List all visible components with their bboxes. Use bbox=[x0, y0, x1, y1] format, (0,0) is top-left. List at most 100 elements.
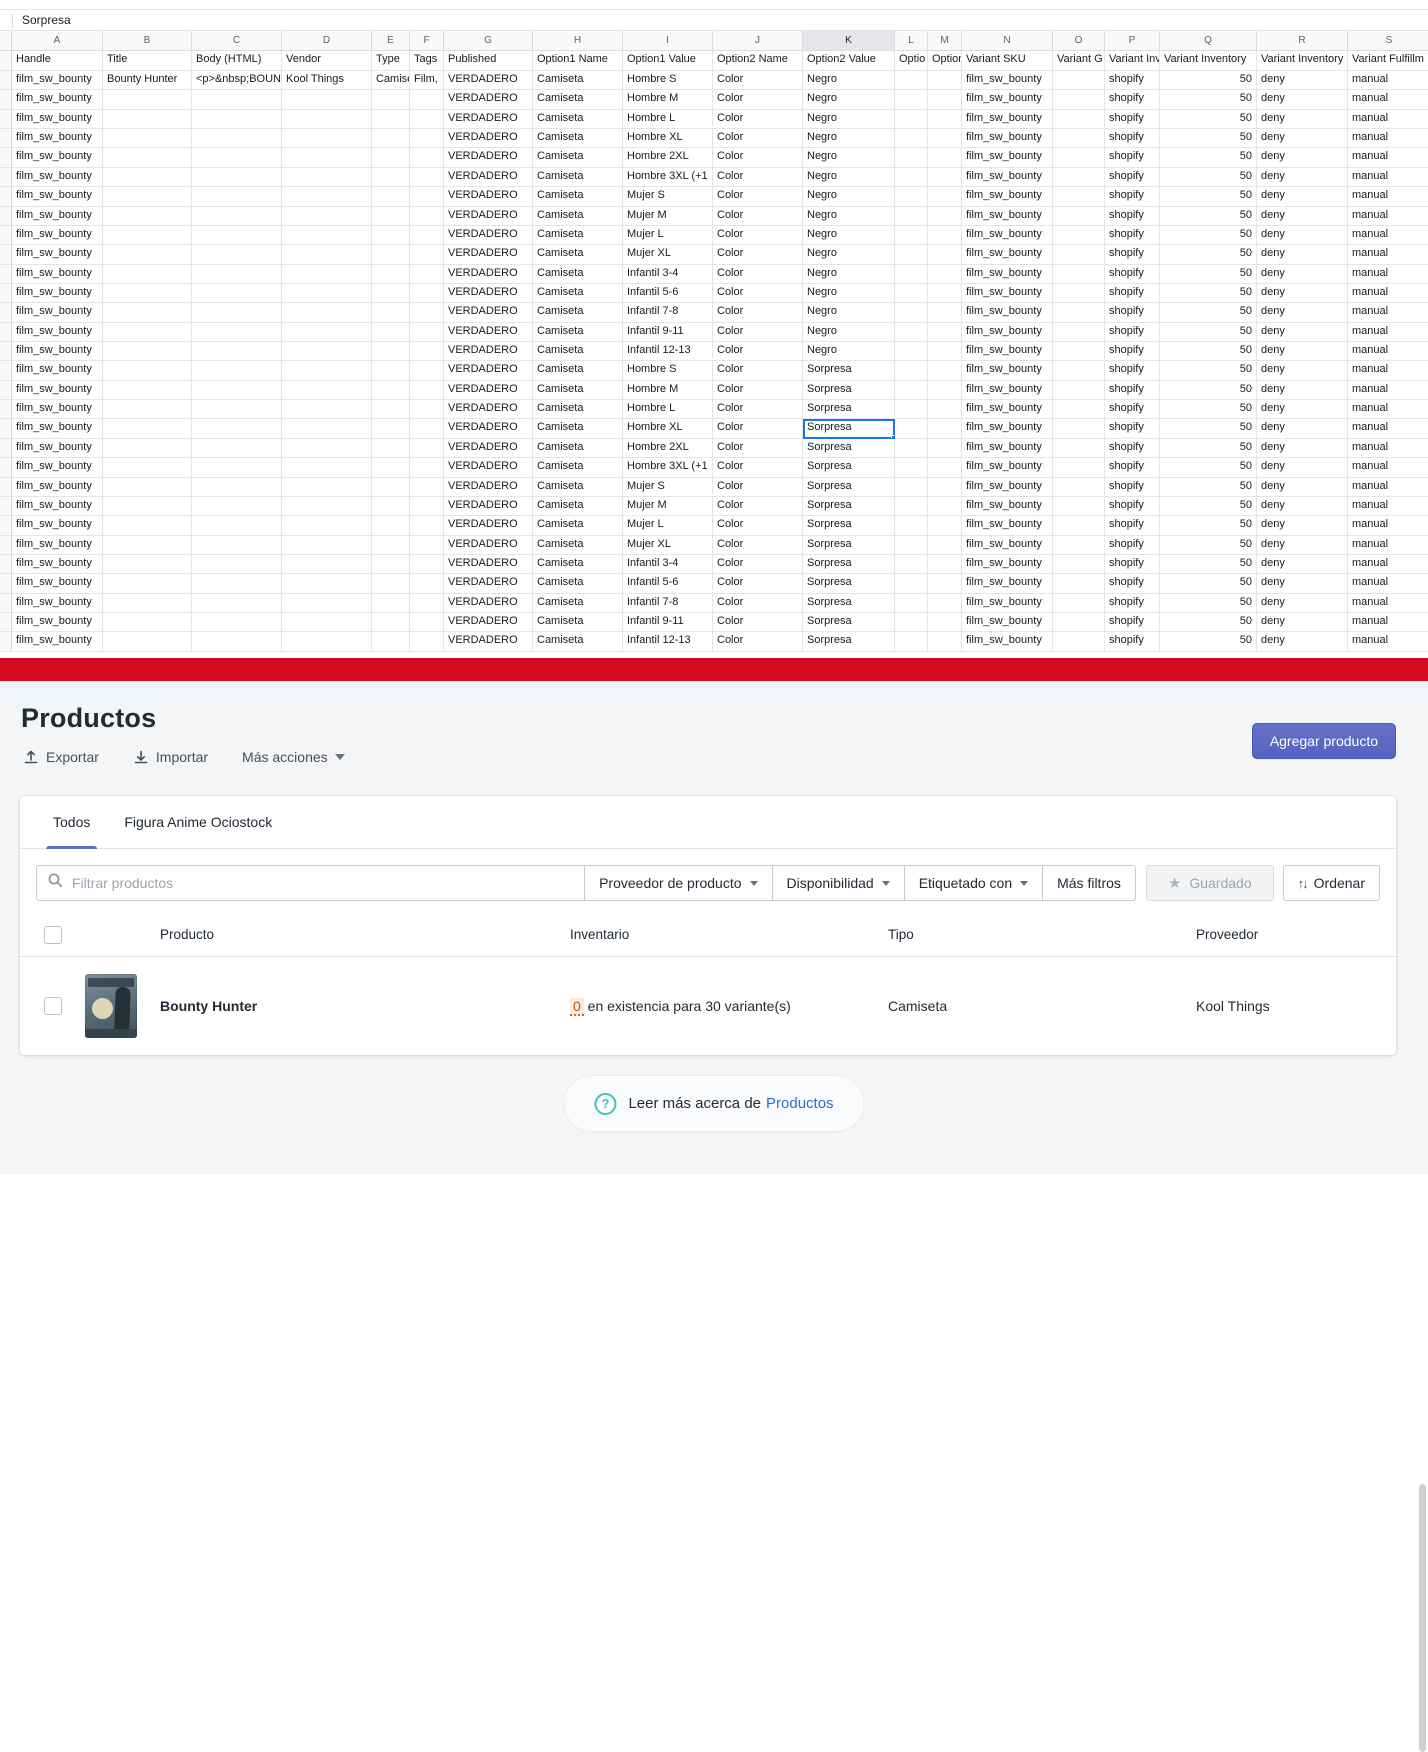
sheet-cell[interactable]: Camiseta bbox=[533, 438, 623, 459]
sheet-cell[interactable]: film_sw_bounty bbox=[12, 245, 103, 265]
sheet-cell[interactable]: 50 bbox=[1160, 129, 1257, 149]
sheet-cell[interactable]: Variant SKU bbox=[962, 51, 1053, 71]
sheet-cell[interactable] bbox=[1053, 167, 1105, 188]
add-product-button[interactable]: Agregar producto bbox=[1251, 723, 1396, 759]
sheet-cell[interactable] bbox=[410, 109, 444, 130]
sheet-cell[interactable] bbox=[282, 632, 372, 652]
sheet-cell[interactable] bbox=[1053, 535, 1105, 555]
sheet-cell[interactable]: 50 bbox=[1160, 167, 1257, 188]
sheet-cell[interactable]: Hombre 2XL bbox=[623, 438, 713, 459]
sheet-cell[interactable] bbox=[895, 361, 928, 381]
sheet-cell[interactable]: 50 bbox=[1160, 342, 1257, 362]
sheet-cell[interactable]: Negro bbox=[803, 206, 895, 226]
column-header-K[interactable]: K bbox=[803, 31, 895, 51]
sheet-cell[interactable]: deny bbox=[1257, 535, 1348, 555]
sheet-cell[interactable] bbox=[410, 613, 444, 633]
sheet-cell[interactable] bbox=[282, 419, 372, 439]
sheet-cell[interactable]: VERDADERO bbox=[444, 613, 533, 633]
sheet-cell[interactable] bbox=[282, 90, 372, 110]
tab-figura-anime-ociostock[interactable]: Figura Anime Ociostock bbox=[124, 814, 273, 830]
sheet-cell[interactable]: Color bbox=[713, 129, 803, 149]
sheet-cell[interactable]: Infantil 7-8 bbox=[623, 593, 713, 614]
sheet-cell[interactable] bbox=[282, 516, 372, 536]
sheet-cell[interactable] bbox=[928, 264, 962, 284]
sheet-cell[interactable]: deny bbox=[1257, 496, 1348, 517]
sheet-cell[interactable] bbox=[410, 419, 444, 439]
sheet-cell[interactable] bbox=[1053, 148, 1105, 168]
column-header-M[interactable]: M bbox=[928, 31, 962, 51]
sheet-cell[interactable]: film_sw_bounty bbox=[962, 90, 1053, 110]
sheet-cell[interactable] bbox=[372, 593, 410, 614]
sheet-cell[interactable]: film_sw_bounty bbox=[962, 342, 1053, 362]
sheet-cell[interactable]: Camiseta bbox=[372, 71, 410, 91]
column-header-C[interactable]: C bbox=[192, 31, 282, 51]
sheet-cell[interactable]: manual bbox=[1348, 458, 1428, 478]
sheet-cell[interactable]: Hombre 2XL bbox=[623, 148, 713, 168]
sheet-cell[interactable]: Vendor bbox=[282, 51, 372, 71]
sheet-cell[interactable]: VERDADERO bbox=[444, 148, 533, 168]
sheet-cell[interactable] bbox=[410, 574, 444, 594]
sheet-cell[interactable]: Option bbox=[928, 51, 962, 71]
product-thumbnail[interactable] bbox=[85, 974, 137, 1038]
sheet-cell[interactable] bbox=[1053, 593, 1105, 614]
sheet-cell[interactable]: 50 bbox=[1160, 496, 1257, 517]
sheet-cell[interactable] bbox=[282, 458, 372, 478]
sheet-cell[interactable]: 50 bbox=[1160, 187, 1257, 207]
sheet-cell[interactable] bbox=[928, 187, 962, 207]
sheet-cell[interactable] bbox=[895, 71, 928, 91]
sheet-cell[interactable]: Negro bbox=[803, 322, 895, 343]
sheet-cell[interactable] bbox=[103, 477, 192, 497]
sheet-cell[interactable] bbox=[103, 496, 192, 517]
sheet-cell[interactable]: Sorpresa bbox=[803, 574, 895, 594]
sheet-cell[interactable]: 50 bbox=[1160, 264, 1257, 284]
sheet-cell[interactable] bbox=[372, 342, 410, 362]
sheet-cell[interactable]: film_sw_bounty bbox=[962, 535, 1053, 555]
saved-button[interactable]: ★ Guardado bbox=[1145, 865, 1274, 901]
sheet-cell[interactable]: 50 bbox=[1160, 458, 1257, 478]
sheet-cell[interactable]: Negro bbox=[803, 90, 895, 110]
sheet-cell[interactable]: Infantil 9-11 bbox=[623, 322, 713, 343]
sheet-cell[interactable]: Color bbox=[713, 167, 803, 188]
sheet-cell[interactable] bbox=[410, 206, 444, 226]
sheet-cell[interactable] bbox=[103, 129, 192, 149]
sheet-cell[interactable]: manual bbox=[1348, 129, 1428, 149]
sheet-cell[interactable]: shopify bbox=[1105, 477, 1160, 497]
sheet-cell[interactable] bbox=[1053, 361, 1105, 381]
sheet-cell[interactable]: Camiseta bbox=[533, 574, 623, 594]
sheet-cell[interactable]: manual bbox=[1348, 187, 1428, 207]
sheet-cell[interactable]: shopify bbox=[1105, 264, 1160, 284]
sheet-cell[interactable] bbox=[192, 574, 282, 594]
sheet-cell[interactable] bbox=[895, 187, 928, 207]
sheet-cell[interactable] bbox=[103, 283, 192, 304]
sheet-cell[interactable]: Negro bbox=[803, 187, 895, 207]
sheet-cell[interactable] bbox=[282, 206, 372, 226]
sheet-cell[interactable]: film_sw_bounty bbox=[962, 129, 1053, 149]
sheet-cell[interactable]: Color bbox=[713, 593, 803, 614]
sheet-cell[interactable]: Color bbox=[713, 245, 803, 265]
sheet-cell[interactable] bbox=[192, 167, 282, 188]
sheet-cell[interactable]: Sorpresa bbox=[803, 554, 895, 575]
sheet-cell[interactable]: shopify bbox=[1105, 109, 1160, 130]
sheet-cell[interactable] bbox=[410, 554, 444, 575]
sheet-cell[interactable]: Camiseta bbox=[533, 458, 623, 478]
sheet-cell[interactable] bbox=[282, 535, 372, 555]
sheet-cell[interactable] bbox=[895, 264, 928, 284]
sheet-cell[interactable]: Handle bbox=[12, 51, 103, 71]
sheet-cell[interactable] bbox=[895, 109, 928, 130]
sheet-cell[interactable] bbox=[103, 574, 192, 594]
sheet-cell[interactable]: film_sw_bounty bbox=[962, 380, 1053, 401]
sheet-cell[interactable]: shopify bbox=[1105, 303, 1160, 323]
sheet-cell[interactable]: shopify bbox=[1105, 574, 1160, 594]
sheet-cell[interactable]: film_sw_bounty bbox=[962, 496, 1053, 517]
sheet-cell[interactable]: Color bbox=[713, 632, 803, 652]
sheet-cell[interactable]: Hombre 3XL (+1 bbox=[623, 167, 713, 188]
sheet-cell[interactable]: Camiseta bbox=[533, 206, 623, 226]
sheet-cell[interactable] bbox=[410, 496, 444, 517]
sheet-cell[interactable]: Color bbox=[713, 264, 803, 284]
sheet-cell[interactable]: film_sw_bounty bbox=[12, 380, 103, 401]
sheet-cell[interactable] bbox=[1053, 496, 1105, 517]
sheet-cell[interactable]: film_sw_bounty bbox=[12, 129, 103, 149]
sheet-cell[interactable]: VERDADERO bbox=[444, 554, 533, 575]
sheet-cell[interactable] bbox=[895, 632, 928, 652]
sheet-cell[interactable]: shopify bbox=[1105, 516, 1160, 536]
